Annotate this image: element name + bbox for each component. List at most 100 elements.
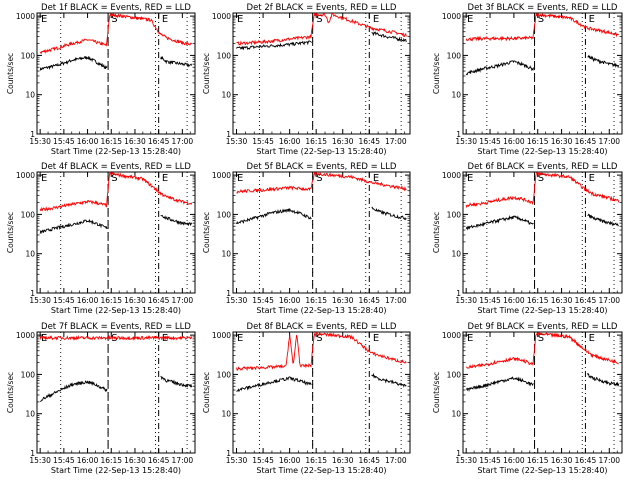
y-tick-label: 1000 (212, 12, 231, 21)
y-tick-label: 1 (30, 449, 35, 458)
x-tick-label: 15:45 (53, 456, 75, 465)
events-series-line (236, 372, 407, 393)
panel-1: Det 1f BLACK = Events, RED = LLD 1 10 100 10… (6, 3, 196, 156)
x-tick-label: 16:45 (148, 137, 170, 146)
x-tick-label: 16:45 (575, 296, 597, 305)
x-tick-label: 16:45 (358, 456, 380, 465)
x-tick-label: 15:30 (455, 456, 477, 465)
y-tick-label: 100 (217, 51, 232, 60)
plot-frame (462, 171, 623, 294)
x-tick-label: 15:30 (29, 456, 51, 465)
x-tick-label: 16:30 (124, 137, 146, 146)
x-tick-label: 16:30 (551, 456, 573, 465)
region-marker: E (467, 333, 473, 344)
x-tick-label: 15:45 (53, 137, 75, 146)
x-tick-label: 17:00 (598, 137, 620, 146)
x-tick-label: 17:00 (598, 456, 620, 465)
y-tick-label: 100 (447, 210, 462, 219)
events-series-line (40, 375, 193, 402)
x-axis-label: Start Time (22-Sep-13 15:28:40) (256, 306, 386, 315)
y-tick-label: 1000 (16, 12, 35, 21)
x-tick-label: 17:00 (385, 296, 407, 305)
events-series-line (465, 373, 620, 392)
region-marker: E (589, 173, 595, 184)
panel-title: Det 7f BLACK = Events, RED = LLD (41, 322, 191, 332)
x-tick-label: 16:15 (100, 456, 122, 465)
x-tick-label: 15:30 (455, 296, 477, 305)
y-tick-label: 1000 (442, 331, 461, 340)
region-marker: E (373, 14, 379, 25)
x-tick-label: 17:00 (172, 296, 194, 305)
events-series-line (465, 54, 620, 76)
x-tick-label: 15:30 (226, 296, 248, 305)
region-marker: S (538, 14, 544, 25)
region-marker: S (316, 333, 322, 344)
x-tick-label: 15:45 (479, 456, 501, 465)
x-tick-label: 16:30 (551, 137, 573, 146)
panel-9: Det 9f BLACK = Events, RED = LLD 1 10 100 10… (432, 322, 623, 475)
region-marker: E (589, 14, 595, 25)
y-tick-label: 10 (25, 91, 35, 100)
x-axis-label: Start Time (22-Sep-13 15:28:40) (51, 466, 181, 475)
panel-title: Det 6f BLACK = Events, RED = LLD (468, 162, 618, 172)
y-tick-label: 100 (21, 51, 36, 60)
x-axis-label: Start Time (22-Sep-13 15:28:40) (477, 147, 607, 156)
y-axis-label: Counts/sec (202, 212, 211, 253)
panel-8: Det 8f BLACK = Events, RED = LLD 1 10 100 10… (202, 322, 411, 475)
x-tick-label: 16:00 (503, 296, 525, 305)
x-tick-label: 16:30 (332, 456, 354, 465)
y-tick-label: 10 (25, 410, 35, 419)
lld-series-line (465, 171, 620, 209)
y-axis-label: Counts/sec (202, 53, 211, 94)
x-tick-label: 15:30 (29, 296, 51, 305)
panel-title: Det 2f BLACK = Events, RED = LLD (247, 3, 397, 13)
x-tick-label: 16:00 (77, 456, 99, 465)
y-tick-label: 1 (456, 130, 461, 139)
region-marker: E (467, 14, 473, 25)
plot-frame (36, 331, 196, 454)
lld-series-line (39, 12, 193, 55)
y-axis-label: Counts/sec (6, 53, 15, 94)
x-tick-label: 17:00 (172, 137, 194, 146)
region-marker: E (41, 173, 47, 184)
panel-title: Det 8f BLACK = Events, RED = LLD (247, 322, 397, 332)
y-tick-label: 1 (30, 289, 35, 298)
panel-title: Det 9f BLACK = Events, RED = LLD (468, 322, 618, 332)
x-tick-label: 16:45 (575, 137, 597, 146)
x-tick-label: 15:45 (252, 137, 274, 146)
y-tick-label: 1000 (212, 171, 231, 180)
x-tick-label: 16:15 (100, 137, 122, 146)
x-tick-label: 15:45 (479, 137, 501, 146)
region-marker: S (538, 333, 544, 344)
y-tick-label: 1000 (442, 171, 461, 180)
x-tick-label: 16:00 (279, 456, 301, 465)
region-marker: S (111, 173, 117, 184)
region-marker: E (373, 333, 379, 344)
panel-6: Det 6f BLACK = Events, RED = LLD 1 10 100 10… (432, 162, 623, 315)
x-tick-label: 16:30 (124, 456, 146, 465)
region-marker: E (237, 14, 243, 25)
lld-series-line (236, 12, 407, 46)
region-marker: E (589, 333, 595, 344)
panel-3: Det 3f BLACK = Events, RED = LLD 1 10 100 10… (432, 3, 623, 156)
x-tick-label: 16:45 (148, 296, 170, 305)
x-tick-label: 16:15 (305, 296, 327, 305)
events-series-line (39, 214, 193, 234)
lld-series-line (465, 12, 619, 42)
plot-frame (462, 12, 623, 135)
y-tick-label: 100 (447, 370, 462, 379)
y-axis-label: Counts/sec (202, 372, 211, 413)
y-tick-label: 100 (217, 210, 232, 219)
y-tick-label: 10 (451, 250, 461, 259)
x-tick-label: 16:30 (332, 137, 354, 146)
region-marker: S (316, 14, 322, 25)
x-tick-label: 16:15 (305, 456, 327, 465)
plot-frame (232, 12, 411, 135)
region-marker: S (316, 173, 322, 184)
x-tick-label: 16:00 (503, 137, 525, 146)
lld-series-line (39, 171, 193, 212)
region-marker: E (162, 333, 168, 344)
panel-5: Det 5f BLACK = Events, RED = LLD 1 10 100 10… (202, 162, 411, 315)
region-marker: S (111, 14, 117, 25)
events-series-line (236, 206, 407, 225)
